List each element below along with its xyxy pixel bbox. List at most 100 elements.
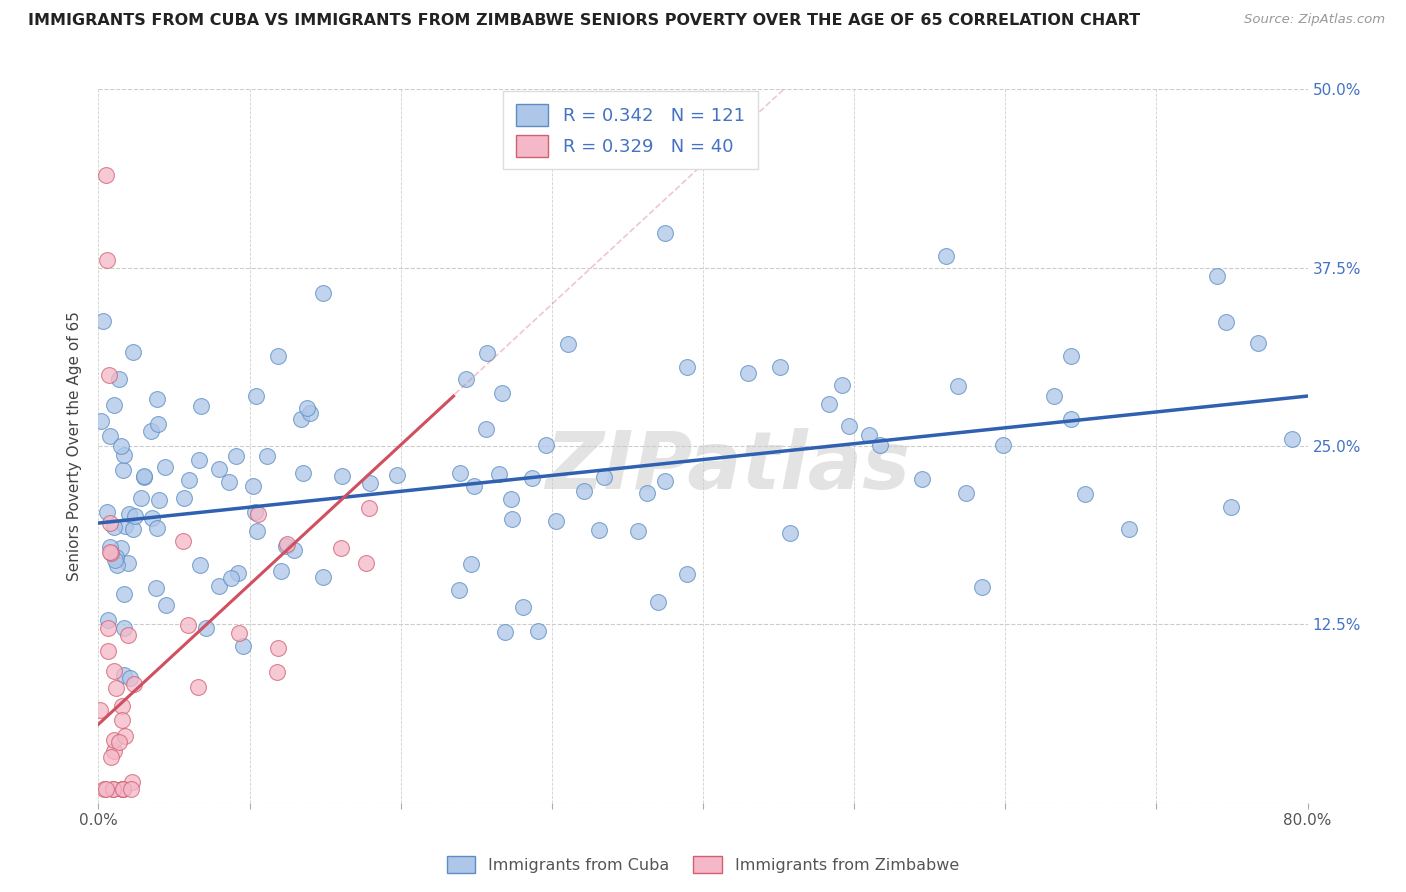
Point [972, 580, 994, 594]
Point [534, 438, 557, 452]
Point [910, 471, 932, 485]
Text: ZIPatlas: ZIPatlas [544, 428, 910, 507]
Point [94, 781, 117, 796]
Point [146, 392, 169, 407]
Point [225, 449, 247, 463]
Point [276, 537, 298, 551]
Point [194, 621, 217, 635]
Point [463, 479, 485, 493]
Point [187, 680, 209, 694]
Point [111, 781, 134, 796]
Point [311, 570, 333, 584]
Point [105, 550, 128, 565]
Point [110, 714, 132, 728]
Point [98, 544, 121, 558]
Point [946, 379, 969, 393]
Point [112, 586, 135, 600]
Point [188, 558, 211, 573]
Point [1206, 268, 1229, 283]
Point [512, 599, 534, 614]
Point [103, 520, 125, 534]
Point [89, 703, 111, 717]
Point [122, 676, 145, 690]
Point [111, 781, 134, 796]
Point [354, 556, 377, 570]
Point [626, 524, 648, 538]
Point [488, 467, 510, 481]
Point [94, 168, 117, 182]
Point [118, 507, 141, 521]
Point [96, 253, 118, 268]
Point [153, 459, 176, 474]
Point [274, 539, 297, 553]
Point [146, 417, 169, 432]
Point [647, 595, 669, 609]
Point [100, 546, 122, 560]
Point [104, 552, 127, 566]
Point [110, 439, 132, 453]
Point [246, 524, 269, 538]
Point [592, 470, 614, 484]
Point [98, 428, 121, 442]
Point [232, 639, 254, 653]
Point [108, 735, 131, 749]
Point [955, 486, 977, 500]
Point [98, 516, 121, 530]
Point [475, 346, 498, 360]
Point [129, 491, 152, 505]
Point [1246, 335, 1268, 350]
Point [1060, 349, 1083, 363]
Point [654, 474, 676, 488]
Point [218, 475, 240, 490]
Point [246, 508, 269, 522]
Point [112, 781, 135, 796]
Point [329, 541, 352, 555]
Point [291, 466, 314, 480]
Point [501, 512, 523, 526]
Point [90, 413, 112, 427]
Point [124, 509, 146, 524]
Point [858, 428, 880, 442]
Point [114, 518, 136, 533]
Point [145, 521, 167, 535]
Text: IMMIGRANTS FROM CUBA VS IMMIGRANTS FROM ZIMBABWE SENIORS POVERTY OVER THE AGE OF: IMMIGRANTS FROM CUBA VS IMMIGRANTS FROM … [28, 13, 1140, 29]
Point [527, 624, 550, 638]
Point [132, 470, 155, 484]
Point [121, 522, 143, 536]
Point [357, 500, 380, 515]
Point [96, 613, 118, 627]
Point [117, 628, 139, 642]
Point [676, 360, 699, 375]
Point [460, 558, 482, 572]
Point [1281, 432, 1303, 446]
Point [112, 621, 135, 635]
Point [818, 397, 841, 411]
Point [267, 640, 290, 655]
Point [112, 463, 135, 477]
Point [173, 491, 195, 505]
Point [546, 515, 568, 529]
Point [121, 775, 143, 789]
Point [298, 406, 321, 420]
Point [103, 732, 125, 747]
Point [105, 681, 128, 696]
Point [176, 618, 198, 632]
Point [100, 750, 122, 764]
Point [148, 493, 170, 508]
Point [98, 540, 121, 554]
Point [172, 533, 194, 548]
Point [359, 476, 381, 491]
Point [266, 665, 288, 680]
Point [121, 345, 143, 359]
Point [447, 583, 470, 598]
Point [935, 249, 957, 263]
Point [242, 479, 264, 493]
Point [228, 625, 250, 640]
Point [494, 625, 516, 640]
Point [139, 424, 162, 438]
Point [266, 349, 288, 363]
Point [155, 598, 177, 612]
Point [256, 449, 278, 463]
Point [221, 571, 243, 585]
Point [1043, 389, 1066, 403]
